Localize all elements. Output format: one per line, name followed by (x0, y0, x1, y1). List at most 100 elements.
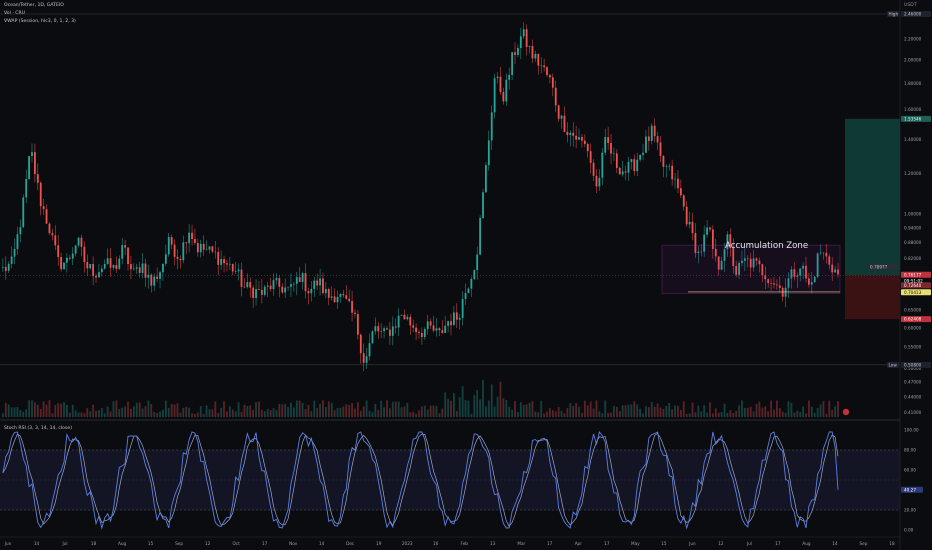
candle (781, 287, 784, 297)
candle (351, 301, 353, 313)
candle (138, 267, 141, 273)
volume-bar (429, 405, 432, 417)
candle (682, 195, 685, 207)
candle (490, 112, 493, 141)
high-badge: 2.46000 (904, 12, 922, 17)
volume-bar (246, 406, 249, 417)
candle (575, 135, 578, 140)
candle (182, 242, 185, 261)
candle (700, 251, 703, 253)
volume-bar (333, 410, 336, 417)
candle (223, 259, 225, 264)
vwap-legend[interactable]: VWAP (Session, hlc3, 0, 1, 2, 3) (4, 19, 76, 24)
candle (48, 223, 51, 234)
candle (758, 260, 761, 265)
candle (743, 258, 746, 261)
time-tick-label: Dec (346, 541, 355, 546)
time-tick-label: Jul (62, 541, 68, 546)
stoch-d-line (2, 432, 839, 528)
candle (799, 268, 802, 276)
time-tick-label: Nov (289, 541, 298, 546)
candle (45, 209, 48, 224)
volume-bar (694, 412, 697, 417)
candle (150, 274, 153, 286)
candle (467, 288, 470, 294)
candle (68, 257, 71, 259)
time-tick-label: 18 (91, 541, 97, 546)
candle (423, 329, 426, 337)
volume-bar (807, 400, 810, 417)
volume-bar (92, 404, 95, 417)
high-badge-label: High (889, 12, 899, 17)
candle (415, 327, 417, 333)
volume-bar (496, 396, 499, 417)
volume-bar (112, 401, 115, 417)
candle (231, 263, 234, 272)
candle (301, 273, 304, 282)
candle (106, 258, 109, 264)
volume-bar (275, 410, 278, 417)
stoch-rsi-legend[interactable]: Stoch RSI (3, 3, 14, 14, close) (4, 426, 72, 431)
candle (377, 326, 380, 332)
candle (92, 264, 95, 276)
volume-bar (700, 411, 703, 417)
volume-bar (601, 413, 604, 417)
candle (153, 276, 156, 286)
candle (604, 137, 607, 153)
candle (252, 287, 255, 298)
volume-bar (595, 400, 598, 417)
candle (668, 165, 671, 167)
candle (272, 280, 275, 290)
volume-bar (115, 400, 118, 417)
candle (645, 136, 647, 153)
candle (80, 237, 83, 247)
volume-bar (508, 406, 511, 417)
symbol-legend[interactable]: Ocean/Tether, 1D, GATEIO (4, 3, 64, 8)
candle (805, 265, 807, 279)
candle (359, 334, 362, 354)
candle (566, 131, 569, 135)
candle (458, 317, 461, 320)
time-tick-label: 17 (775, 541, 781, 546)
candle (214, 251, 217, 253)
candle (130, 264, 132, 270)
candle (310, 288, 313, 294)
volume-bar (825, 413, 828, 417)
accumulation-zone[interactable] (661, 244, 841, 294)
volume-legend[interactable]: Vol · CRU (4, 11, 26, 16)
time-tick-label: 18 (889, 541, 895, 546)
candle (540, 65, 543, 67)
candle (508, 74, 511, 80)
candle (723, 249, 726, 261)
candle (499, 76, 502, 93)
candle (246, 282, 249, 288)
candle (761, 264, 764, 276)
candle (636, 159, 639, 172)
time-tick-label: 15 (148, 541, 154, 546)
volume-bar (528, 402, 531, 417)
candle (659, 142, 662, 156)
alert-icon[interactable] (842, 408, 850, 416)
target-badge: 1.53546 (904, 116, 922, 121)
time-tick-label: 2023 (402, 541, 413, 546)
candle (121, 245, 124, 259)
candle (290, 284, 292, 287)
volume-bar (127, 401, 129, 417)
price-tick-label: 0.88000 (904, 240, 922, 245)
volume-bar (770, 400, 772, 417)
volume-bar (464, 400, 467, 417)
volume-bar (682, 401, 685, 417)
volume-bar (156, 413, 159, 417)
volume-bar (199, 405, 202, 417)
stop-badge: 0.62408 (904, 317, 922, 322)
candle (589, 151, 592, 163)
volume-bar (48, 400, 51, 417)
volume-bar (188, 407, 191, 417)
candle (595, 175, 598, 187)
volume-bar (167, 407, 170, 417)
candle (159, 272, 161, 279)
candle (752, 258, 755, 268)
volume-bar (569, 403, 572, 417)
volume-bar (356, 402, 359, 417)
